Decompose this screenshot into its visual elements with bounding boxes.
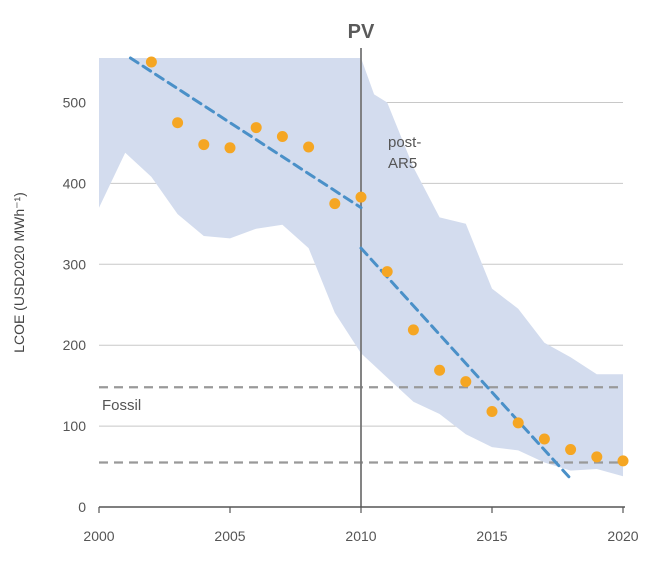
fossil-label: Fossil (102, 397, 141, 414)
y-tick-label-300: 300 (63, 256, 87, 272)
axes: 2000 2005 2010 2015 2020 0 100 200 300 400 500 (63, 94, 639, 544)
data-point-2006 (250, 122, 262, 134)
x-tick-label-2010: 2010 (345, 528, 376, 544)
y-tick-label-0: 0 (78, 499, 86, 515)
data-point-2012 (407, 324, 419, 336)
data-point-2011 (381, 266, 393, 278)
post-ar5-label-line2: AR5 (388, 155, 417, 172)
data-point-2014 (460, 376, 472, 388)
x-tick-label-2005: 2005 (214, 528, 245, 544)
data-point-2017 (538, 433, 550, 445)
data-point-2007 (276, 130, 288, 142)
data-point-2002 (145, 56, 157, 68)
data-point-2004 (198, 139, 210, 151)
x-tick-label-2020: 2020 (607, 528, 638, 544)
y-axis-label: LCOE (USD2020 MWh⁻¹) (11, 192, 27, 353)
data-point-2009 (329, 198, 341, 210)
data-point-2008 (303, 141, 315, 153)
trend-line-2 (359, 246, 573, 481)
data-point-2019 (591, 451, 603, 463)
y-tick-label-100: 100 (63, 418, 87, 434)
y-tick-label-500: 500 (63, 94, 87, 110)
data-point-2016 (512, 417, 524, 429)
x-tick-label-2000: 2000 (83, 528, 114, 544)
lcoe-points (145, 56, 629, 467)
chart-labels: PV LCOE (USD2020 MWh⁻¹) Fossil post- AR5 (11, 21, 421, 414)
data-point-2020 (617, 455, 629, 467)
trend-line-1 (128, 56, 363, 210)
data-point-2003 (172, 117, 184, 129)
data-point-2018 (565, 444, 577, 456)
post-ar5-label-line1: post- (388, 134, 421, 151)
data-point-2010 (355, 191, 367, 203)
y-tick-label-400: 400 (63, 175, 87, 191)
data-point-2015 (486, 406, 498, 418)
y-tick-label-200: 200 (63, 337, 87, 353)
trend-lines (128, 56, 573, 481)
data-point-2005 (224, 142, 236, 154)
x-tick-label-2015: 2015 (476, 528, 507, 544)
data-point-2013 (434, 364, 446, 376)
chart-title: PV (348, 21, 375, 43)
